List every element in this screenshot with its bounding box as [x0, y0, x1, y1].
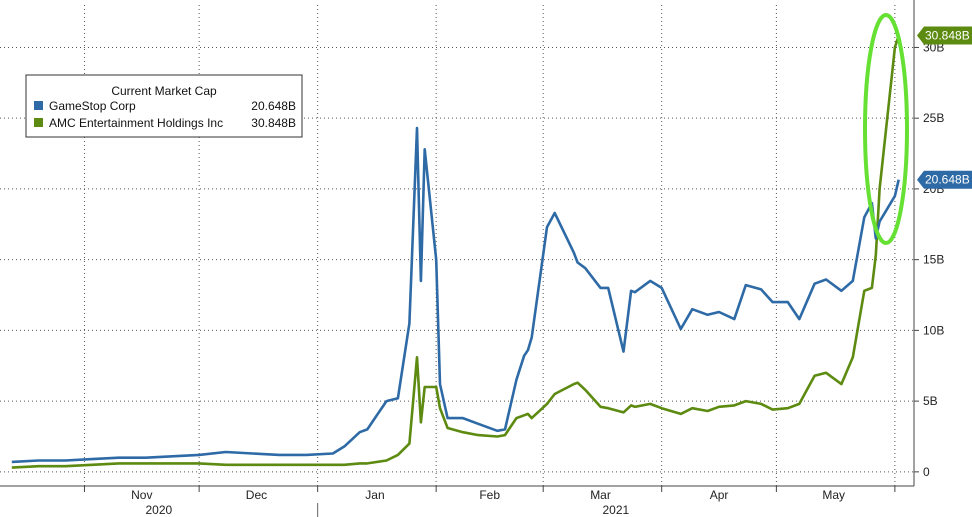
y-tick-label: 5B	[923, 394, 938, 408]
value-flag-amc	[917, 26, 972, 45]
y-tick-label: 10B	[923, 323, 944, 337]
highlight-ellipse	[863, 13, 909, 245]
last-value-flags: 20.648B 30.848B	[917, 26, 972, 189]
series-line-amc	[11, 35, 900, 469]
legend-swatch-amc	[34, 118, 43, 127]
gridlines	[0, 5, 914, 486]
legend-swatch-gamestop	[34, 101, 43, 110]
y-tick-label: 15B	[923, 253, 944, 267]
legend-value-amc: 30.848B	[251, 116, 296, 130]
x-tick-label: Dec	[246, 488, 267, 502]
value-flag-label-gamestop: 20.648B	[925, 173, 970, 187]
series-layer	[11, 35, 900, 469]
x-tick-label: Jan	[365, 488, 384, 502]
x-tick-label: Apr	[710, 488, 729, 502]
year-label: 2021	[602, 503, 629, 517]
x-tick-label: Feb	[479, 488, 500, 502]
x-tick-label: Mar	[590, 488, 611, 502]
series-line-gamestop	[11, 126, 900, 464]
legend: Current Market Cap GameStop Corp 20.648B…	[25, 74, 303, 138]
year-label: 2020	[145, 503, 172, 517]
annotation-layer	[863, 13, 909, 245]
y-tick-label: 25B	[923, 111, 944, 125]
legend-box	[25, 74, 303, 138]
x-tick-label: Nov	[131, 488, 152, 502]
value-flag-gamestop	[917, 170, 972, 189]
x-tick-label: May	[822, 488, 845, 502]
legend-label-gamestop: GameStop Corp	[49, 99, 136, 113]
value-flag-label-amc: 30.848B	[925, 28, 970, 42]
legend-value-gamestop: 20.648B	[251, 99, 296, 113]
legend-label-amc: AMC Entertainment Holdings Inc	[49, 116, 223, 130]
y-tick-label: 0	[923, 465, 930, 479]
legend-title: Current Market Cap	[111, 84, 217, 98]
